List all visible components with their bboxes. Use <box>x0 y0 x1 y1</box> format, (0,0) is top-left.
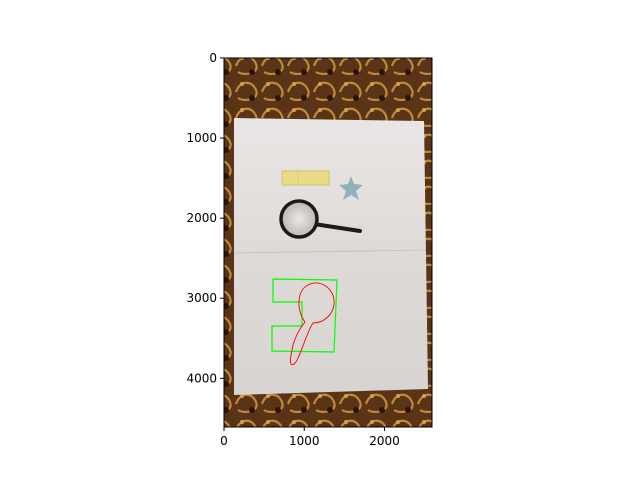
green-contour <box>271 278 338 353</box>
axes-frame <box>223 57 433 428</box>
paper-fold <box>233 249 427 254</box>
y-tick-label: 0 <box>209 51 217 65</box>
y-tick-label: 2000 <box>186 211 217 225</box>
x-axis: 0 1000 2000 <box>220 427 400 448</box>
x-tick-label: 1000 <box>289 434 320 448</box>
y-tick-label: 4000 <box>186 371 217 385</box>
star-sticker <box>339 176 363 200</box>
y-tick-label: 1000 <box>186 131 217 145</box>
red-contour <box>289 282 335 366</box>
x-tick-label: 0 <box>220 434 228 448</box>
sticky-note <box>281 170 330 186</box>
y-tick-label: 3000 <box>186 291 217 305</box>
magnifying-glass <box>279 199 362 239</box>
x-tick-label: 2000 <box>369 434 400 448</box>
paper-sheet <box>234 118 428 395</box>
y-axis: 0 1000 2000 3000 4000 <box>186 51 224 385</box>
photo <box>224 58 432 427</box>
